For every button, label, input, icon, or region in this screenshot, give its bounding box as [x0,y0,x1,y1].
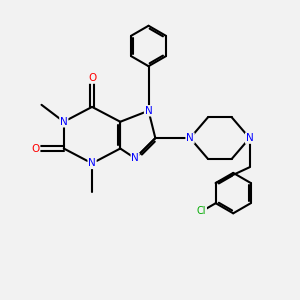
Text: N: N [186,133,194,143]
Text: N: N [60,117,68,127]
Text: O: O [88,73,96,83]
Text: N: N [88,158,96,168]
Text: N: N [145,106,152,116]
Text: N: N [246,133,254,143]
Text: Cl: Cl [197,206,206,216]
Text: N: N [131,153,139,163]
Text: O: O [32,143,40,154]
